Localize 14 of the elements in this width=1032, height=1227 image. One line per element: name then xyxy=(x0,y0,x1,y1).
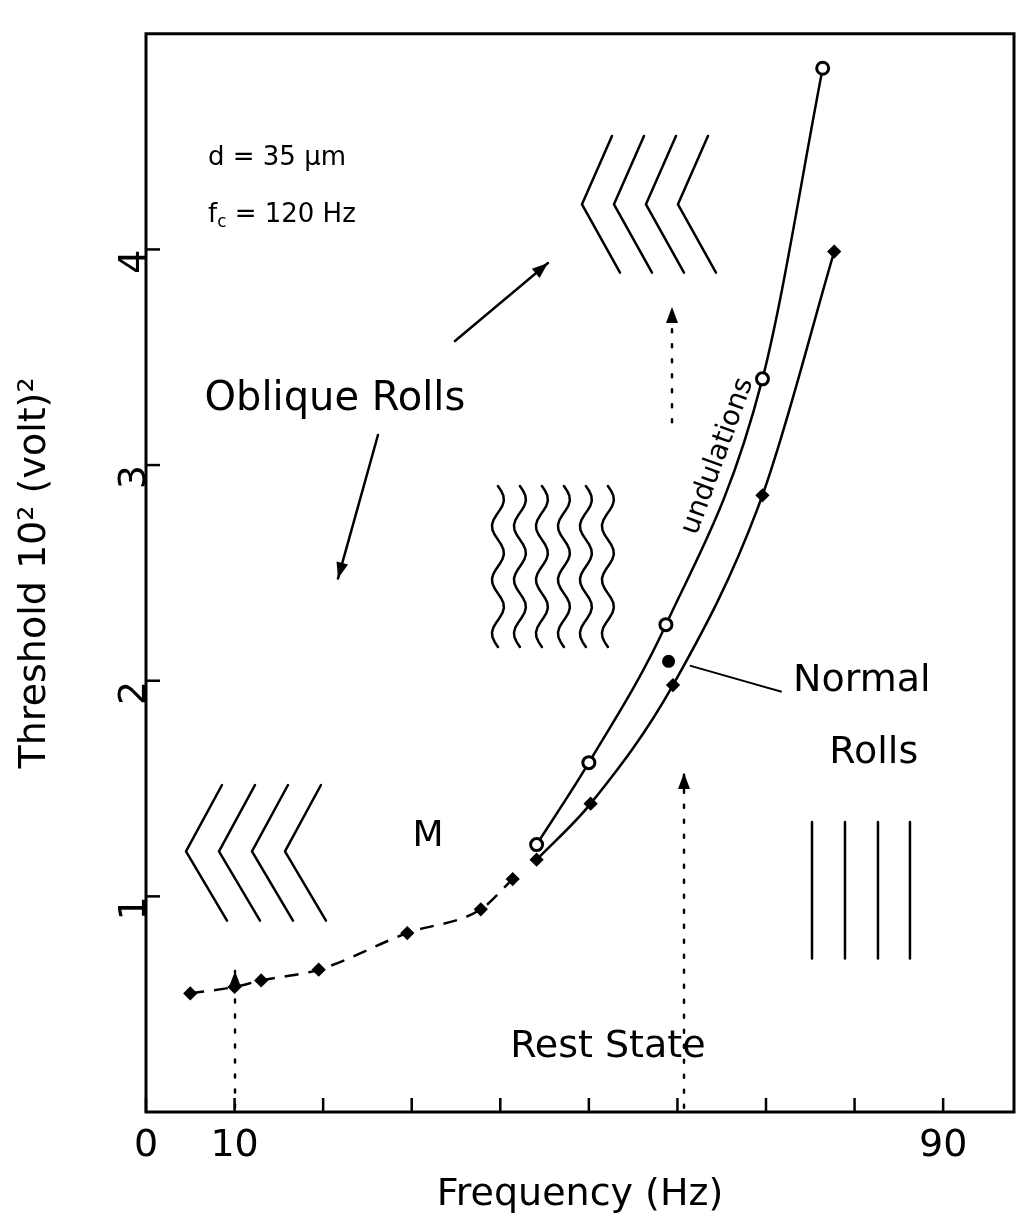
x-tick-label: 10 xyxy=(210,1120,259,1165)
y-tick-label: 1 xyxy=(109,896,154,921)
x-tick-label: 90 xyxy=(918,1120,968,1165)
x-tick-label: 0 xyxy=(133,1120,159,1165)
annotation: Oblique Rolls xyxy=(204,373,466,420)
y-tick-label: 2 xyxy=(109,680,154,705)
y-tick-label: 3 xyxy=(109,465,154,490)
y-axis-title: Threshold 10² (volt)² xyxy=(9,377,54,770)
y-tick-label: 4 xyxy=(109,249,154,274)
annotation: M xyxy=(412,813,444,855)
annotation: Rest State xyxy=(510,1021,706,1066)
annotation: d = 35 μm xyxy=(207,141,347,172)
x-axis-title: Frequency (Hz) xyxy=(436,1170,724,1215)
annotation: Normal Rolls xyxy=(793,655,931,772)
